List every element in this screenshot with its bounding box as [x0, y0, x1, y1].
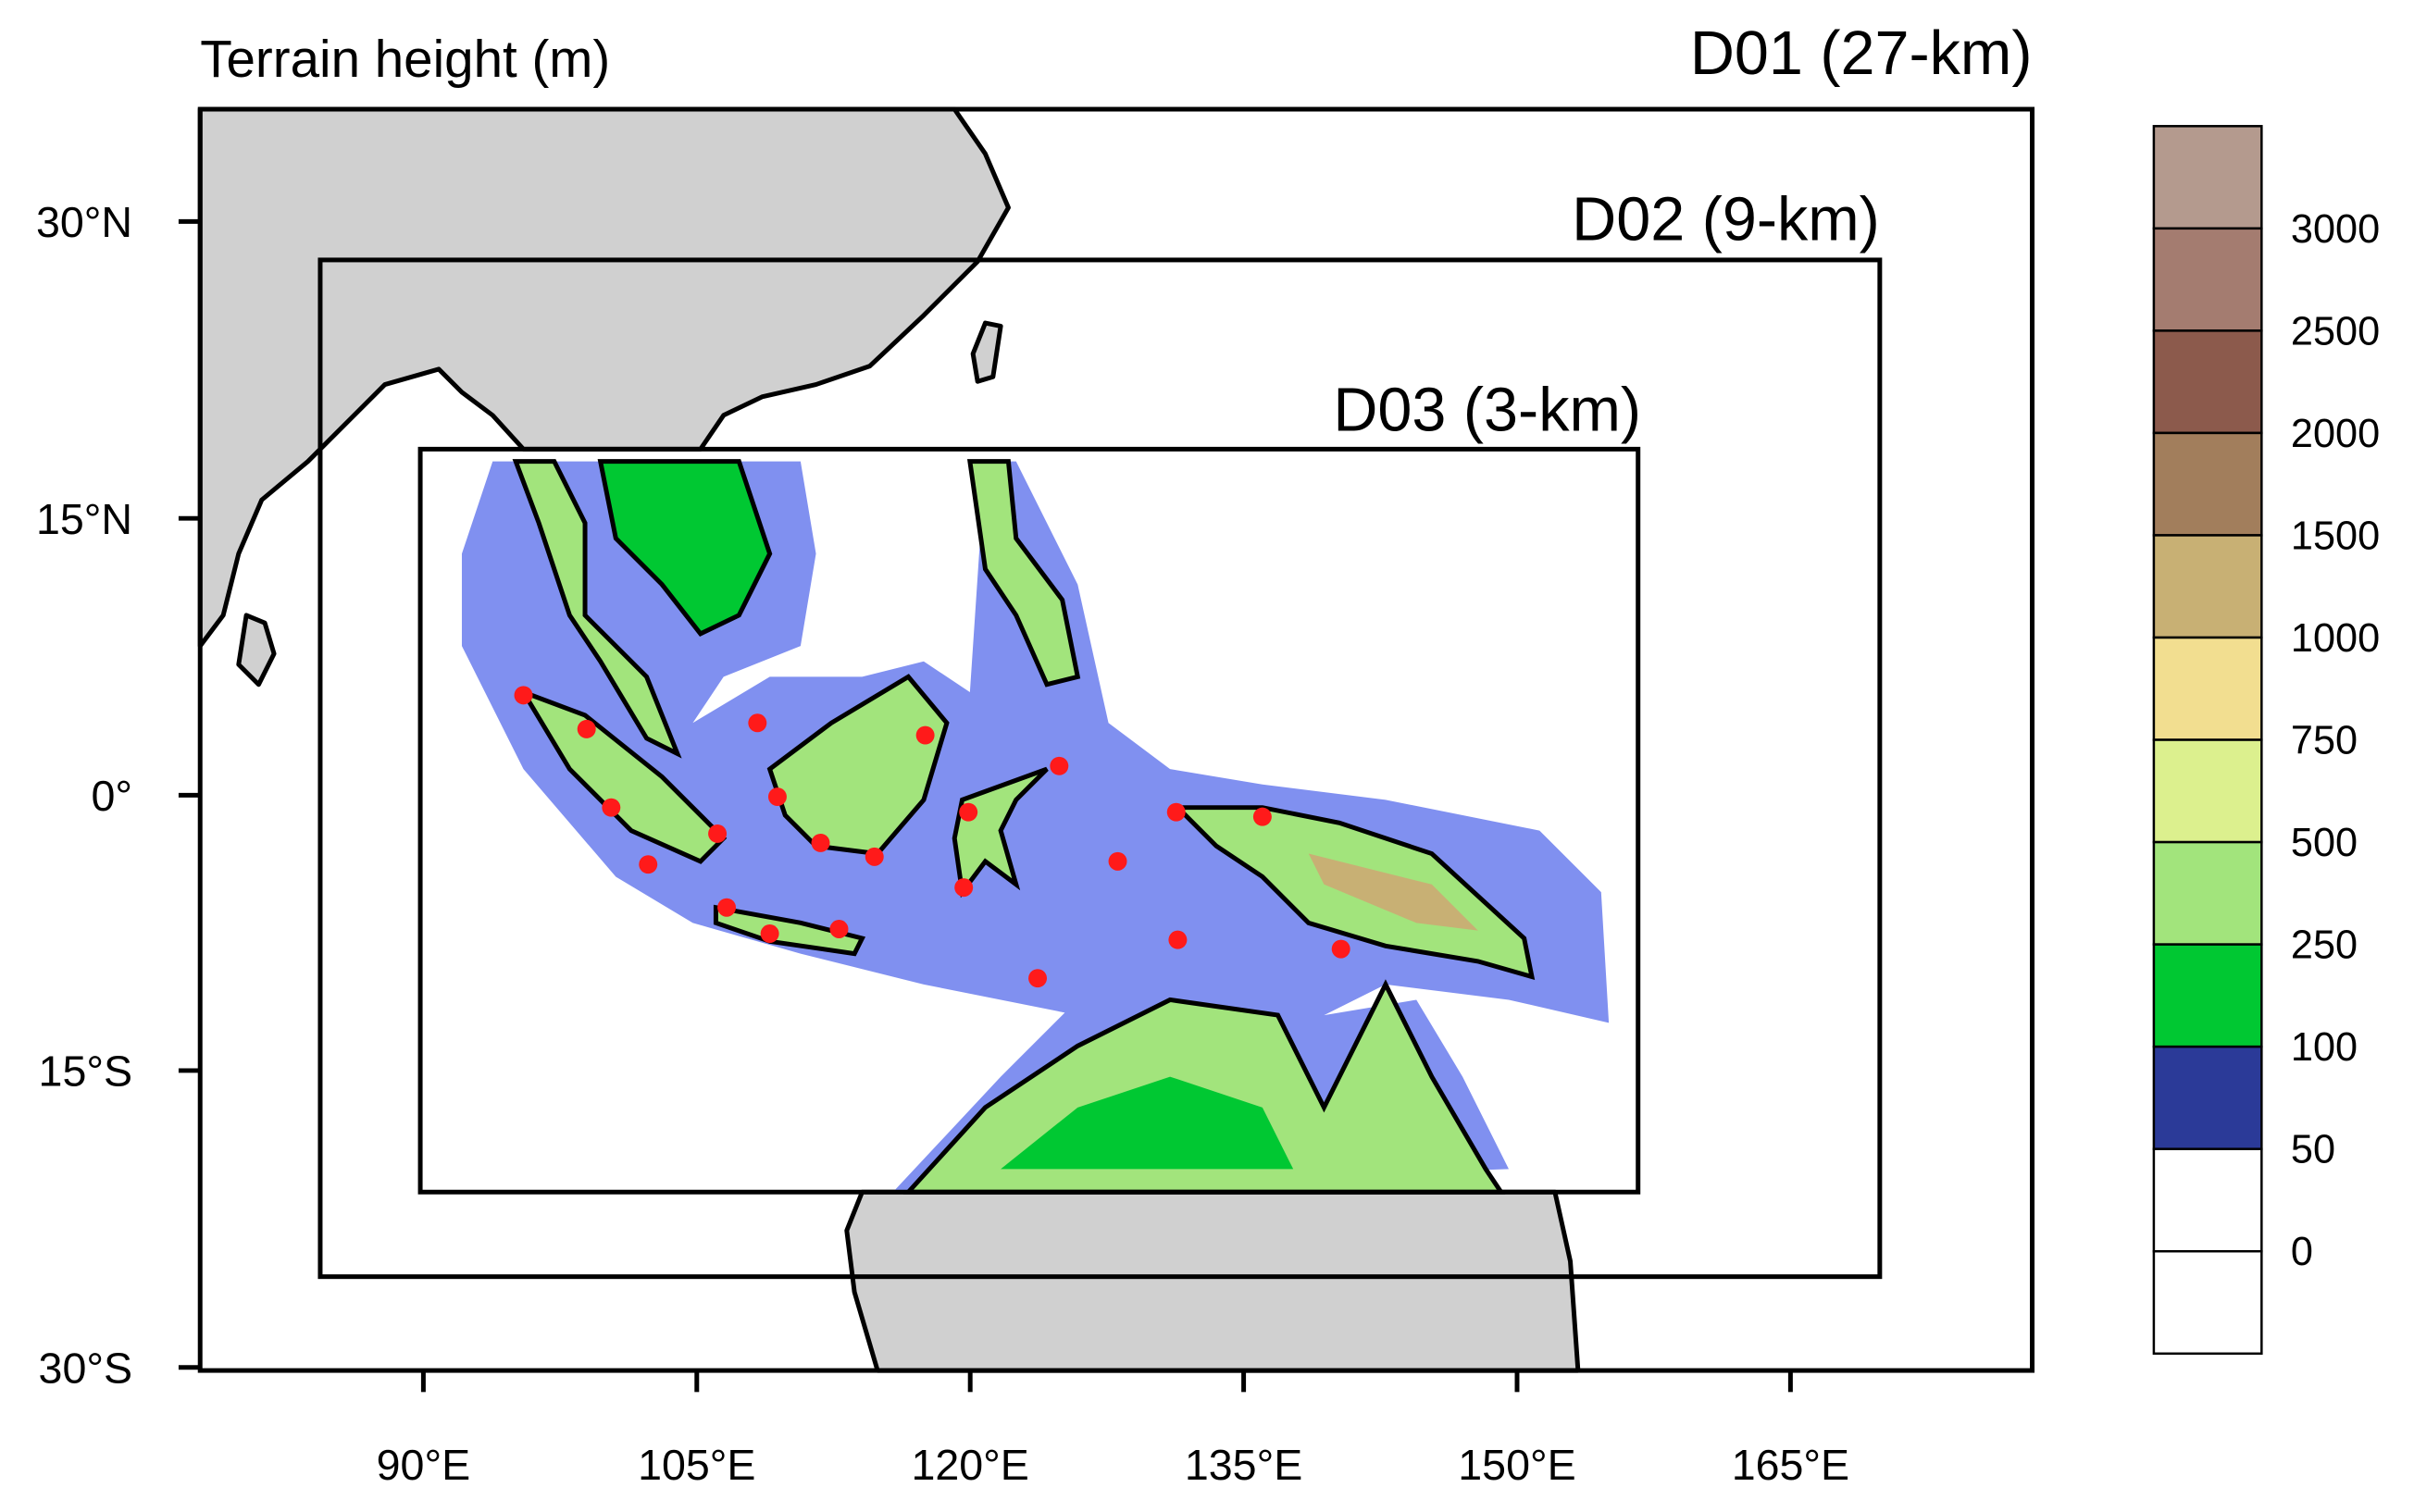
colorbar-label: 0 — [2291, 1230, 2313, 1274]
station-marker — [760, 924, 779, 943]
station-marker — [959, 802, 978, 822]
y-tick-label: 0° — [92, 772, 133, 820]
map-title: Terrain height (m) — [200, 30, 610, 88]
colorbar-box — [2152, 534, 2263, 639]
y-tick-label: 15°N — [36, 495, 132, 543]
colorbar-label: 1500 — [2291, 514, 2380, 558]
colorbar-box — [2152, 738, 2263, 844]
axes: 30°N 15°N 0° 15°S 30°S 90°E 105°E 120°E 135°E 150… — [36, 198, 1849, 1489]
station-marker — [639, 855, 658, 874]
station-marker — [717, 898, 737, 917]
x-tick-label: 120°E — [912, 1441, 1029, 1489]
station-marker — [577, 719, 596, 738]
y-tick-label: 15°S — [39, 1047, 132, 1096]
station-marker — [1252, 807, 1272, 826]
station-marker — [514, 686, 533, 705]
colorbar-label: 50 — [2291, 1128, 2335, 1172]
domain-d01 — [197, 106, 2035, 1373]
station-marker — [954, 878, 974, 898]
colorbar-box — [2152, 636, 2263, 741]
colorbar-box — [2152, 1250, 2263, 1356]
colorbar-box — [2152, 125, 2263, 230]
x-tick-label: 90°E — [377, 1441, 470, 1489]
station-marker — [767, 787, 787, 807]
colorbar-label: 500 — [2291, 821, 2358, 865]
station-marker — [811, 833, 830, 852]
colorbar-label: 1000 — [2291, 616, 2380, 661]
colorbar-label: 2000 — [2291, 412, 2380, 456]
station-marker — [1108, 851, 1127, 871]
domain-d03 — [417, 446, 1641, 1195]
colorbar-label: 2500 — [2291, 309, 2380, 353]
colorbar-label: 100 — [2291, 1025, 2358, 1070]
colorbar-box — [2152, 1147, 2263, 1253]
y-tick-label: 30°N — [36, 198, 132, 246]
station-markers — [514, 686, 1350, 988]
colorbar-box — [2152, 1045, 2263, 1150]
colorbar-box — [2152, 943, 2263, 1048]
colorbar-box — [2152, 227, 2263, 332]
station-marker — [829, 920, 849, 938]
colorbar-label: 250 — [2291, 923, 2358, 968]
station-marker — [1028, 969, 1048, 988]
x-tick-label: 105°E — [638, 1441, 755, 1489]
domain-label: D02 (9-km) — [1572, 185, 1880, 254]
y-tick-label: 30°S — [39, 1344, 132, 1392]
land-taiwan — [970, 320, 1003, 384]
station-marker — [602, 798, 621, 817]
x-tick-label: 150°E — [1458, 1441, 1575, 1489]
colorbar: 0 50 100 250 500 750 1000 1500 2000 2500 3000 — [2152, 125, 2380, 1356]
x-tick-label: 165°E — [1732, 1441, 1849, 1489]
station-marker — [915, 725, 935, 745]
station-marker — [1166, 802, 1186, 822]
colorbar-box — [2152, 329, 2263, 435]
x-tick-label: 135°E — [1185, 1441, 1302, 1489]
station-marker — [1168, 930, 1188, 949]
colorbar-box — [2152, 840, 2263, 946]
colorbar-box — [2152, 431, 2263, 537]
domain-label: D03 (3-km) — [1333, 376, 1641, 444]
station-marker — [708, 824, 728, 843]
station-marker — [1331, 939, 1350, 959]
domain-d02 — [317, 257, 1883, 1280]
domain-label: D01 (27-km) — [1690, 19, 2033, 88]
station-marker — [748, 713, 767, 733]
terrain-d03 — [461, 459, 1610, 1195]
station-marker — [1050, 756, 1069, 775]
land-australia-south — [844, 1189, 1581, 1373]
colorbar-label: 3000 — [2291, 207, 2380, 252]
colorbar-label: 750 — [2291, 719, 2358, 763]
station-marker — [865, 847, 884, 866]
land-srilanka — [236, 613, 277, 688]
